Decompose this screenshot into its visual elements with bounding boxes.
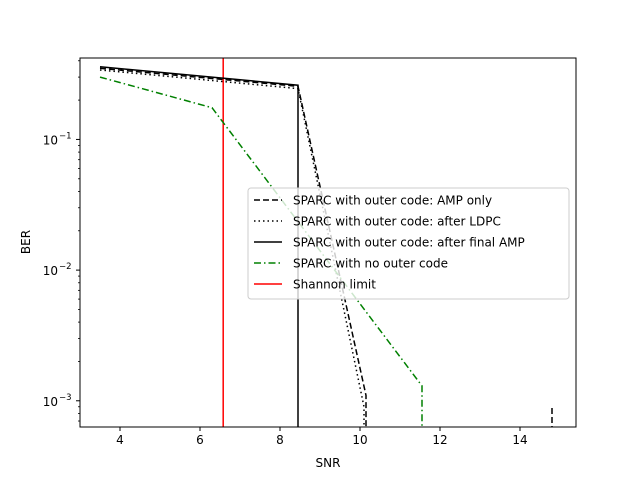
x-tick-label: 10 (352, 433, 367, 447)
y-axis-label: BER (19, 230, 33, 254)
y-tick-label: 10 (43, 264, 58, 278)
x-tick-label: 8 (276, 433, 284, 447)
y-tick-label-exponent: −1 (59, 131, 72, 141)
y-tick-label: 10 (43, 133, 58, 147)
x-tick-label: 6 (196, 433, 204, 447)
legend-label: Shannon limit (293, 278, 376, 292)
legend-label: SPARC with outer code: after final AMP (293, 236, 525, 250)
legend-label: SPARC with no outer code (293, 257, 448, 271)
y-tick-label-exponent: −2 (59, 262, 72, 272)
x-tick-label: 4 (116, 433, 124, 447)
series-line-sparc-with-outer-code-amp-only (99, 67, 367, 427)
x-axis-ticks: 4 6 8 10 12 14 (116, 427, 528, 447)
legend: SPARC with outer code: AMP only SPARC wit… (247, 187, 570, 300)
y-axis-ticks: 10−310−210−1 (43, 60, 80, 422)
legend-box (247, 187, 570, 300)
y-tick-label: 10 (43, 395, 58, 409)
series-line-sparc-with-outer-code-after-final-amp (99, 65, 299, 427)
y-tick-label-exponent: −3 (59, 393, 72, 403)
plot-frame (79, 57, 577, 428)
x-axis-label: SNR (316, 456, 341, 470)
legend-label: SPARC with outer code: AMP only (293, 194, 492, 208)
x-tick-label: 14 (512, 433, 527, 447)
legend-label: SPARC with outer code: after LDPC (293, 215, 501, 229)
x-tick-label: 12 (432, 433, 447, 447)
